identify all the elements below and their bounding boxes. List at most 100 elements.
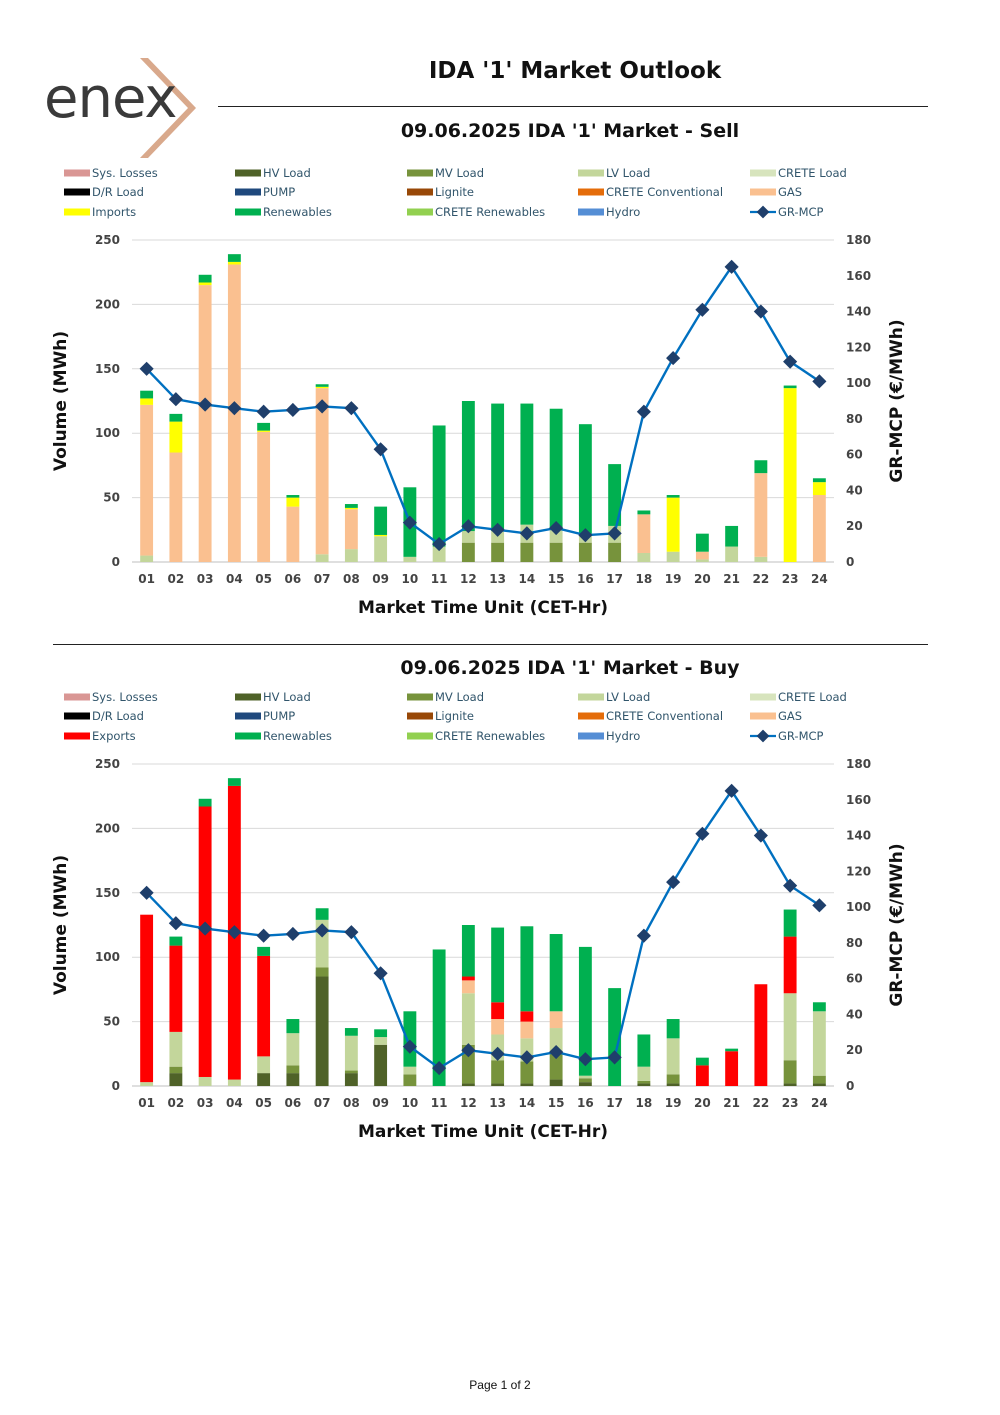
bar-lv-load-09	[374, 1037, 388, 1045]
legend-swatch	[235, 188, 261, 196]
gr-mcp-point-01	[139, 361, 154, 376]
gr-mcp-point-21	[724, 259, 739, 274]
y2-tick-label: 180	[846, 757, 871, 771]
bar-mv-load-13	[491, 1060, 505, 1084]
x-tick-label: 24	[811, 1096, 828, 1110]
legend-swatch	[64, 169, 90, 177]
legend-item-crete-load: CRETE Load	[750, 166, 847, 180]
bar-hv-load-07	[315, 976, 329, 1086]
x-tick-label: 15	[548, 572, 565, 586]
y2-tick-label: 40	[846, 483, 863, 497]
bar-mv-load-14	[520, 542, 534, 562]
legend-item-lv-load: LV Load	[578, 690, 650, 704]
x-tick-label: 22	[753, 572, 770, 586]
bar-mv-load-18	[637, 1080, 651, 1084]
bar-hv-load-06	[286, 1073, 300, 1086]
legend-item-hydro: Hydro	[578, 205, 640, 219]
legend-swatch	[235, 208, 261, 216]
legend-label: D/R Load	[92, 709, 144, 723]
bar-renewables-18	[637, 1034, 651, 1067]
bar-lv-load-21	[725, 546, 739, 562]
legend-item-crete-conventional: CRETE Conventional	[578, 185, 723, 199]
legend-item-lignite: Lignite	[407, 709, 474, 723]
x-tick-label: 02	[168, 1096, 185, 1110]
legend-label: LV Load	[606, 690, 650, 704]
legend-label: CRETE Conventional	[606, 185, 723, 199]
y2-tick-label: 180	[846, 233, 871, 247]
sell-chart-title: 09.06.2025 IDA '1' Market - Sell	[400, 120, 740, 142]
bar-renewables-05	[257, 946, 271, 956]
bar-renewables-19	[666, 495, 680, 498]
legend-label: PUMP	[263, 709, 295, 723]
legend-item-exports: Exports	[64, 729, 136, 743]
legend-label: Hydro	[606, 729, 640, 743]
bar-hv-load-19	[666, 1083, 680, 1086]
y-tick-label: 0	[112, 1079, 120, 1093]
bar-lv-load-01	[140, 555, 154, 562]
bar-mv-load-08	[344, 1070, 358, 1074]
gr-mcp-point-05	[256, 928, 271, 943]
bar-renewables-03	[198, 798, 212, 807]
x-tick-label: 12	[460, 572, 477, 586]
gr-mcp-point-12	[461, 519, 476, 534]
x-tick-label: 16	[577, 1096, 594, 1110]
gr-mcp-point-02	[168, 392, 183, 407]
bar-exports-01	[140, 914, 154, 1083]
legend-item-gr-mcp: GR-MCP	[750, 205, 824, 219]
x-tick-label: 20	[694, 572, 711, 586]
bar-mv-load-17	[608, 542, 622, 562]
x-axis-title: Market Time Unit (CET-Hr)	[358, 598, 608, 618]
bar-hv-load-09	[374, 1044, 388, 1086]
x-tick-label: 11	[431, 572, 448, 586]
y2-tick-label: 20	[846, 1043, 863, 1057]
legend-swatch	[578, 188, 604, 196]
bar-gas-24	[812, 495, 826, 562]
legend-swatch	[407, 188, 433, 196]
gr-mcp-line	[145, 264, 821, 546]
bar-exports-23	[783, 936, 797, 994]
bar-renewables-13	[491, 927, 505, 1003]
bar-lv-load-19	[666, 1038, 680, 1075]
bar-exports-21	[725, 1051, 739, 1086]
x-tick-label: 04	[226, 572, 243, 586]
bar-renewables-17	[608, 464, 622, 526]
bar-renewables-16	[578, 424, 592, 534]
legend-label: Imports	[92, 205, 136, 219]
buy-chart-title: 09.06.2025 IDA '1' Market - Buy	[400, 657, 740, 679]
legend-label: GR-MCP	[778, 729, 824, 743]
legend-label: Hydro	[606, 205, 640, 219]
gr-mcp-point-04	[227, 401, 242, 416]
legend-label: PUMP	[263, 185, 295, 199]
bar-renewables-11	[432, 949, 446, 1086]
legend-item-hv-load: HV Load	[235, 690, 311, 704]
logo-text: enex	[44, 66, 178, 131]
bar-lv-load-23	[783, 993, 797, 1061]
x-tick-label: 10	[402, 1096, 419, 1110]
bar-renewables-06	[286, 1019, 300, 1034]
bar-renewables-23	[783, 909, 797, 937]
bar-exports-22	[754, 984, 768, 1086]
bar-lv-load-02	[169, 1031, 183, 1067]
legend-item-gr-mcp: GR-MCP	[750, 729, 824, 743]
gr-mcp-point-05	[256, 404, 271, 419]
bar-gas-02	[169, 452, 183, 562]
y2-tick-label: 100	[846, 376, 871, 390]
gr-mcp-point-08	[344, 925, 359, 940]
x-tick-label: 02	[168, 572, 185, 586]
bar-mv-load-12	[461, 1044, 475, 1084]
legend-item-mv-load: MV Load	[407, 690, 484, 704]
legend-label: CRETE Conventional	[606, 709, 723, 723]
bar-hv-load-18	[637, 1083, 651, 1086]
bar-renewables-04	[227, 254, 241, 262]
gr-mcp-point-15	[549, 520, 564, 536]
y2-tick-label: 0	[846, 555, 854, 569]
legend-item-sys-losses: Sys. Losses	[64, 166, 158, 180]
bar-hv-load-16	[578, 1082, 592, 1086]
x-tick-label: 22	[753, 1096, 770, 1110]
y-axis-title: Volume (MWh)	[51, 855, 71, 995]
bar-hv-load-12	[461, 1083, 475, 1086]
y-tick-label: 100	[95, 950, 120, 964]
bar-mv-load-19	[666, 1074, 680, 1084]
gr-mcp-point-21	[724, 783, 739, 798]
bar-gas-13	[491, 1019, 505, 1035]
